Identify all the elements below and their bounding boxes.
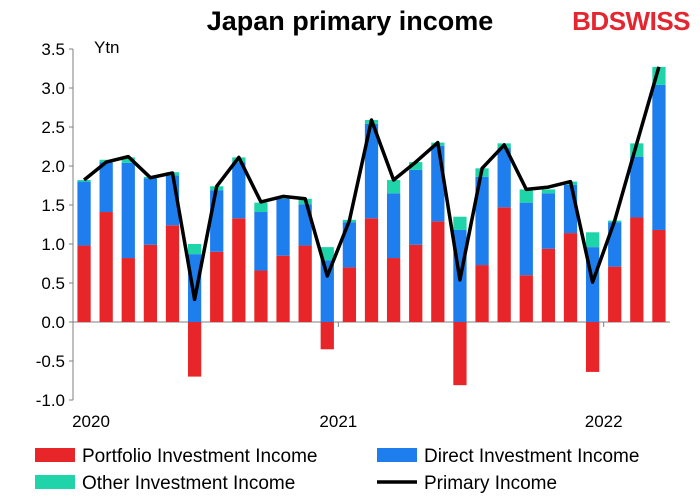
bar-other-investment-income [541,189,556,194]
y-tick-label: 0.5 [41,274,65,293]
bar-other-investment-income [585,232,600,248]
bar-portfolio-investment-income [563,233,578,322]
bar-portfolio-investment-income [232,218,246,322]
bar-other-investment-income [386,180,401,194]
bar-portfolio-investment-income [143,244,158,322]
bar-portfolio-investment-income [165,225,180,322]
legend-swatch [35,475,75,489]
bar-direct-investment-income [276,198,290,256]
bar-other-investment-income [77,180,91,182]
y-tick-label: 2.5 [41,118,65,137]
bar-direct-investment-income [475,176,489,266]
y-tick-label: 3.0 [41,79,65,98]
bar-direct-investment-income [254,212,268,271]
y-axis-label: Ytn [94,38,120,57]
legend-label: Portfolio Investment Income [82,446,318,467]
brand-logo: BDSWISS [572,6,690,36]
y-tick-label: -1.0 [36,391,65,410]
bar-direct-investment-income [630,156,644,218]
bar-direct-investment-income [519,202,533,276]
bar-portfolio-investment-income [342,267,357,322]
x-tick-label: 2021 [319,412,357,431]
bar-portfolio-investment-income [475,265,489,322]
bar-direct-investment-income [121,162,135,259]
bar-portfolio-investment-income [585,322,600,372]
y-tick-label: 1.0 [41,235,65,254]
axes: 3.5 3.0 2.5 2.0 1.5 1.0 0.5 0.0 -0.5 -1.0 Ytn 2020 2… [36,38,670,431]
bar-portfolio-investment-income [453,322,467,386]
bar-direct-investment-income [431,145,445,222]
legend-label: Primary Income [424,473,557,494]
y-tick-label: -0.5 [36,352,65,371]
bar-portfolio-investment-income [519,275,533,322]
bar-portfolio-investment-income [77,245,91,322]
bar-other-investment-income [187,244,202,255]
bar-portfolio-investment-income [298,245,312,322]
bar-portfolio-investment-income [210,251,224,322]
y-tick-label: 1.5 [41,196,65,215]
y-tick-label: 0.0 [41,313,65,332]
bar-portfolio-investment-income [276,255,290,322]
bar-direct-investment-income [143,178,158,245]
bar-direct-investment-income [232,162,246,219]
bar-other-investment-income [409,162,423,170]
bar-portfolio-investment-income [497,207,511,322]
y-tick-label: 3.5 [41,40,65,59]
legend-label: Direct Investment Income [424,446,639,467]
bar-portfolio-investment-income [541,248,556,322]
bar-direct-investment-income [99,162,113,213]
bar-other-investment-income [320,247,334,261]
bar-portfolio-investment-income [320,322,334,350]
bar-portfolio-investment-income [364,218,379,322]
bar-direct-investment-income [210,190,224,252]
bar-direct-investment-income [409,169,423,245]
y-tick-label: 2.0 [41,157,65,176]
bar-other-investment-income [519,189,533,203]
bar-direct-investment-income [320,260,334,322]
line-layer [82,66,661,302]
bar-other-investment-income [121,157,135,163]
bar-direct-investment-income [497,148,511,208]
bar-portfolio-investment-income [608,266,622,322]
bar-direct-investment-income [77,181,91,246]
bar-portfolio-investment-income [409,244,423,322]
bar-direct-investment-income [652,84,666,230]
bar-direct-investment-income [541,193,556,249]
bar-direct-investment-income [386,193,401,259]
chart-title: Japan primary income [206,6,494,36]
legend-swatch [377,448,417,462]
legend-swatch [35,448,75,462]
bar-portfolio-investment-income [630,217,644,322]
legend-label: Other Investment Income [82,473,295,494]
bars [77,66,666,386]
x-tick-label: 2020 [72,412,110,431]
bar-direct-investment-income [364,123,379,219]
x-tick-label: 2022 [585,412,623,431]
bar-portfolio-investment-income [431,221,445,322]
legend: Portfolio Investment Income Direct Invest… [35,446,639,494]
bar-portfolio-investment-income [121,258,135,322]
bar-other-investment-income [453,216,467,230]
bar-portfolio-investment-income [187,322,202,377]
bar-other-investment-income [254,202,268,213]
bar-portfolio-investment-income [652,229,666,322]
bar-portfolio-investment-income [386,258,401,322]
bar-portfolio-investment-income [99,212,113,322]
bar-portfolio-investment-income [254,270,268,322]
